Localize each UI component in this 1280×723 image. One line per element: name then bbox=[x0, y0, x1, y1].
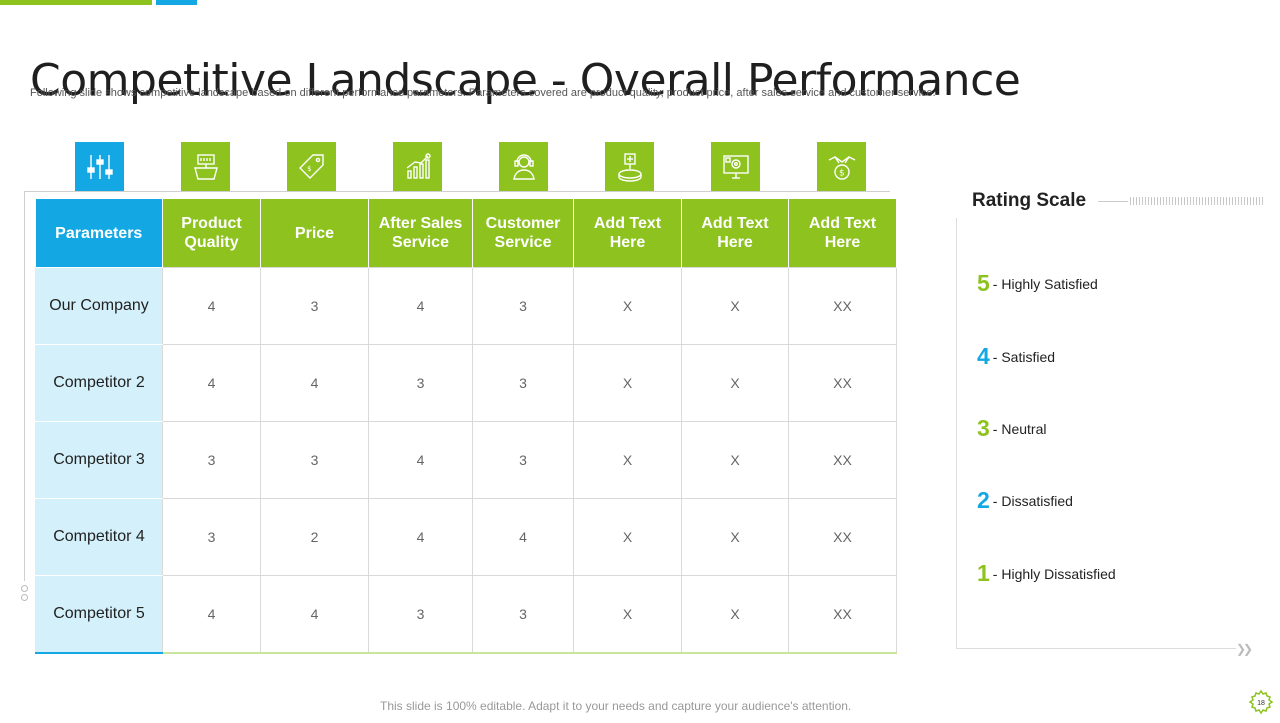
table-cell: 3 bbox=[472, 421, 574, 499]
table-row: Competitor 5 4 4 3 3 X X XX bbox=[35, 575, 897, 654]
header-add-text-1: Add Text Here bbox=[573, 199, 682, 268]
customer-service-icon bbox=[499, 142, 548, 191]
table-cell: X bbox=[681, 344, 789, 422]
rating-label: - Highly Dissatisfied bbox=[992, 566, 1116, 582]
rating-label: - Highly Satisfied bbox=[992, 276, 1098, 292]
slide-title: Competitive Landscape - Overall Performa… bbox=[30, 55, 1021, 107]
performance-table: Parameters Product Quality Price After S… bbox=[35, 199, 897, 654]
slide-footer: This slide is 100% editable. Adapt it to… bbox=[380, 699, 852, 713]
rating-number: 1 bbox=[977, 560, 990, 586]
table-cell: 3 bbox=[162, 421, 261, 499]
rating-label: - Dissatisfied bbox=[992, 493, 1073, 509]
rating-number: 5 bbox=[977, 270, 990, 296]
table-cell: 3 bbox=[260, 267, 369, 345]
header-add-text-2: Add Text Here bbox=[681, 199, 789, 268]
rating-number: 2 bbox=[977, 487, 990, 513]
table-cell: 4 bbox=[368, 421, 473, 499]
table-cell: X bbox=[681, 421, 789, 499]
table-cell: X bbox=[681, 267, 789, 345]
rating-label: - Satisfied bbox=[992, 349, 1056, 365]
rating-item-4: 4- Satisfied bbox=[977, 343, 1055, 370]
handshake-money-icon: $ bbox=[817, 142, 866, 191]
parameter-icon-row: $ $ bbox=[0, 142, 900, 192]
rating-item-3: 3- Neutral bbox=[977, 415, 1046, 442]
table-cell: X bbox=[573, 575, 682, 654]
table-cell: XX bbox=[788, 421, 897, 499]
rating-scale-border-left bbox=[956, 218, 957, 648]
table-cell: 3 bbox=[472, 344, 574, 422]
table-cell: XX bbox=[788, 267, 897, 345]
table-cell: 3 bbox=[162, 498, 261, 576]
table-cell: 4 bbox=[162, 575, 261, 654]
table-row: Competitor 3 3 3 4 3 X X XX bbox=[35, 421, 897, 499]
table-cell: 3 bbox=[260, 421, 369, 499]
table-cell: 4 bbox=[162, 344, 261, 422]
table-cell: XX bbox=[788, 344, 897, 422]
rating-scale-ticks bbox=[1130, 197, 1264, 205]
table-cell: XX bbox=[788, 575, 897, 654]
table-row: Our Company 4 3 4 3 X X XX bbox=[35, 267, 897, 345]
rating-item-5: 5- Highly Satisfied bbox=[977, 270, 1098, 297]
table-cell: X bbox=[681, 575, 789, 654]
page-number: 18 bbox=[1257, 699, 1265, 707]
table-header-row: Parameters Product Quality Price After S… bbox=[35, 199, 897, 268]
rating-item-1: 1- Highly Dissatisfied bbox=[977, 560, 1116, 587]
header-add-text-3: Add Text Here bbox=[788, 199, 897, 268]
rating-scale-border-bottom bbox=[956, 648, 1236, 649]
table-cell: 4 bbox=[260, 575, 369, 654]
row-label: Competitor 4 bbox=[35, 498, 163, 576]
svg-text:$: $ bbox=[839, 168, 845, 178]
table-cell: X bbox=[573, 421, 682, 499]
table-cell: X bbox=[681, 498, 789, 576]
table-cell: 3 bbox=[368, 344, 473, 422]
rating-scale-rule bbox=[1098, 201, 1128, 202]
header-after-sales-service: After Sales Service bbox=[368, 199, 473, 268]
table-cell: 4 bbox=[368, 267, 473, 345]
add-item-icon bbox=[605, 142, 654, 191]
header-customer-service: Customer Service bbox=[472, 199, 574, 268]
price-tag-icon: $ bbox=[287, 142, 336, 191]
table-cell: 4 bbox=[472, 498, 574, 576]
table-cell: 2 bbox=[260, 498, 369, 576]
table-cell: 4 bbox=[260, 344, 369, 422]
product-box-icon bbox=[181, 142, 230, 191]
table-cell: 4 bbox=[368, 498, 473, 576]
svg-text:$: $ bbox=[307, 165, 311, 173]
table-cell: X bbox=[573, 267, 682, 345]
header-product-quality: Product Quality bbox=[162, 199, 261, 268]
table-cell: X bbox=[573, 344, 682, 422]
table-frame-top bbox=[24, 191, 890, 192]
table-row: Competitor 2 4 4 3 3 X X XX bbox=[35, 344, 897, 422]
slide-subtitle: Following slide shows competitive landsc… bbox=[30, 87, 936, 99]
rating-item-2: 2- Dissatisfied bbox=[977, 487, 1073, 514]
header-parameters: Parameters bbox=[35, 199, 163, 268]
rating-label: - Neutral bbox=[992, 421, 1047, 437]
header-price: Price bbox=[260, 199, 369, 268]
accent-bar-green bbox=[0, 0, 152, 5]
table-cell: XX bbox=[788, 498, 897, 576]
monitor-settings-icon bbox=[711, 142, 760, 191]
table-cell: 4 bbox=[162, 267, 261, 345]
rating-number: 4 bbox=[977, 343, 990, 369]
chevron-double-right-icon: ❯❯ bbox=[1236, 642, 1253, 656]
table-cell: 3 bbox=[472, 575, 574, 654]
growth-chart-icon bbox=[393, 142, 442, 191]
accent-bar-blue bbox=[156, 0, 197, 5]
table-cell: 3 bbox=[368, 575, 473, 654]
table-row: Competitor 4 3 2 4 4 X X XX bbox=[35, 498, 897, 576]
table-cell: X bbox=[573, 498, 682, 576]
sliders-icon bbox=[75, 142, 124, 191]
row-label: Competitor 2 bbox=[35, 344, 163, 422]
row-label: Competitor 3 bbox=[35, 421, 163, 499]
frame-dots bbox=[21, 585, 28, 601]
rating-number: 3 bbox=[977, 415, 990, 441]
rating-scale-title: Rating Scale bbox=[972, 190, 1087, 211]
table-frame-left bbox=[24, 191, 25, 581]
row-label: Our Company bbox=[35, 267, 163, 345]
table-cell: 3 bbox=[472, 267, 574, 345]
gear-icon: 18 bbox=[1246, 688, 1276, 718]
row-label: Competitor 5 bbox=[35, 575, 163, 654]
